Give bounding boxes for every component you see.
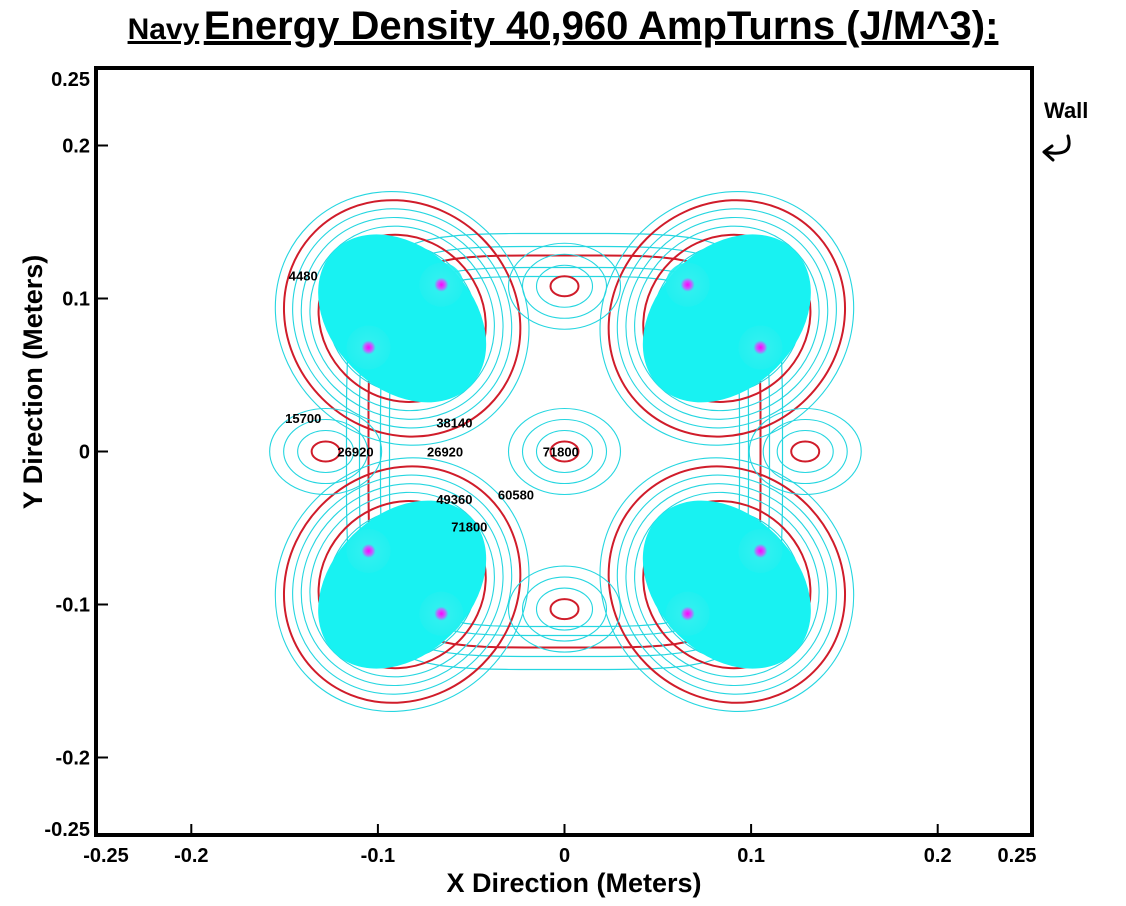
contour-line — [616, 208, 837, 429]
contour-value-label: 4480 — [289, 269, 318, 284]
contour-line — [599, 457, 855, 712]
contour-line — [358, 245, 771, 658]
contour-line — [388, 275, 741, 628]
contour-line — [379, 266, 750, 637]
contour-line — [521, 253, 608, 319]
contour-value-label: 26920 — [337, 445, 373, 460]
contour-line — [616, 474, 837, 695]
contour-value-label: 71800 — [543, 445, 579, 460]
contour-line — [345, 232, 784, 671]
contour-label-layer: 4480 15700 38140 26920 26920 71800 49360 60580 7… — [285, 269, 579, 535]
contour-line — [535, 264, 594, 308]
contour-line — [521, 576, 608, 642]
peak-marker — [346, 325, 391, 370]
x-tick-label: -0.25 — [83, 845, 129, 867]
contour-value-label: 71800 — [451, 519, 487, 534]
contour-line — [535, 429, 594, 474]
contour-line — [507, 242, 622, 330]
y-tick-label: -0.1 — [56, 595, 90, 617]
x-tick-label: 0.1 — [737, 845, 765, 867]
peak-marker — [665, 262, 710, 307]
field-core — [318, 234, 487, 403]
contour-value-label: 15700 — [285, 411, 321, 426]
y-axis-title: Y Direction (Meters) — [18, 255, 48, 510]
contour-line — [297, 429, 355, 474]
contour-line — [310, 440, 341, 463]
peak-marker — [665, 591, 710, 636]
contour-line — [762, 418, 848, 485]
contour-line — [292, 208, 513, 429]
contour-line — [282, 199, 522, 438]
contour-layer — [269, 191, 862, 712]
contour-line — [607, 199, 847, 438]
contour-line — [292, 474, 513, 695]
wall-annotation: Wall — [1044, 98, 1089, 123]
peak-marker — [346, 528, 391, 573]
contour-line — [748, 407, 862, 496]
contour-value-label: 49360 — [436, 492, 472, 507]
contour-line — [625, 216, 829, 420]
x-tick-label: -0.2 — [174, 845, 208, 867]
wall-arrow-icon — [1042, 134, 1071, 162]
y-tick-label: 0.1 — [62, 289, 90, 311]
y-tick-label: -0.2 — [56, 748, 90, 770]
contour-line — [507, 407, 622, 496]
contour-line — [625, 483, 829, 687]
x-tick-label: 0 — [559, 845, 570, 867]
tick-layer: -0.25 -0.2 -0.1 0 0.1 0.2 0.25 0.25 0.2 0.1 0 -0.1 -… — [44, 69, 1036, 867]
contour-line — [549, 598, 580, 621]
x-tick-label: 0.25 — [998, 845, 1037, 867]
contour-value-label: 26920 — [427, 445, 463, 460]
contour-line — [549, 275, 580, 298]
y-tick-label: 0.25 — [51, 69, 90, 91]
contour-line — [300, 483, 504, 687]
peak-marker — [738, 325, 783, 370]
peak-marker — [738, 528, 783, 573]
y-tick-label: 0 — [79, 442, 90, 464]
chart-title-prefix: Navy — [127, 13, 200, 46]
contour-line — [367, 254, 762, 649]
field-core — [318, 500, 487, 669]
chart-title: Navy Energy Density 40,960 AmpTurns (J/M… — [0, 4, 1126, 49]
contour-line — [300, 216, 504, 420]
field-core — [642, 500, 811, 669]
contour-line — [507, 565, 622, 653]
contour-line — [790, 440, 821, 463]
field-core — [642, 234, 811, 403]
contour-line — [549, 440, 580, 463]
contour-line — [521, 418, 608, 485]
contour-line — [599, 191, 855, 446]
y-tick-label: 0.2 — [62, 136, 90, 158]
x-tick-label: -0.1 — [361, 845, 395, 867]
peak-marker — [419, 591, 464, 636]
peak-marker — [419, 262, 464, 307]
contour-value-label: 60580 — [498, 487, 534, 502]
contour-line — [282, 465, 522, 704]
contour-line — [274, 457, 530, 712]
contour-line — [274, 191, 530, 446]
contour-line — [607, 465, 847, 704]
x-tick-label: 0.2 — [924, 845, 952, 867]
contour-value-label: 38140 — [436, 415, 472, 430]
y-tick-label: -0.25 — [44, 819, 90, 841]
contour-line — [283, 418, 369, 485]
contour-line — [776, 429, 834, 474]
chart-title-main: Energy Density 40,960 AmpTurns (J/M^3): — [203, 4, 999, 48]
x-axis-title: X Direction (Meters) — [446, 868, 701, 898]
contour-line — [535, 587, 594, 631]
contour-line — [269, 407, 383, 496]
